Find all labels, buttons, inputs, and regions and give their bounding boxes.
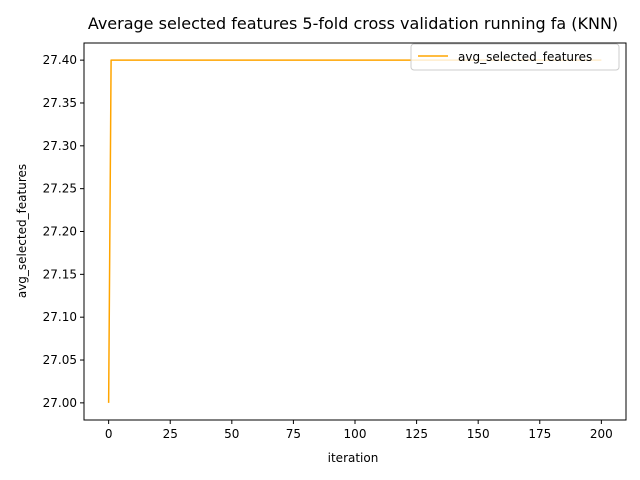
x-tick-label: 150: [467, 427, 490, 441]
y-tick-label: 27.00: [43, 396, 77, 410]
y-tick-label: 27.25: [43, 182, 77, 196]
x-tick-label: 200: [590, 427, 613, 441]
x-tick-label: 75: [286, 427, 301, 441]
x-axis-label: iteration: [328, 451, 379, 465]
x-tick-label: 0: [105, 427, 113, 441]
y-axis: 27.00 27.05 27.10 27.15 27.20 27.25 27.30 27.35…: [43, 53, 84, 410]
x-tick-label: 125: [405, 427, 428, 441]
y-axis-label: avg_selected_features: [15, 164, 29, 298]
chart-title: Average selected features 5-fold cross v…: [88, 14, 618, 33]
legend: avg_selected_features: [410, 43, 620, 71]
legend-box: [410, 43, 620, 71]
y-tick-label: 27.05: [43, 353, 77, 367]
x-tick-label: 25: [163, 427, 178, 441]
y-tick-label: 27.40: [43, 53, 77, 67]
y-tick-label: 27.10: [43, 310, 77, 324]
y-tick-label: 27.35: [43, 96, 77, 110]
axes-frame: [83, 42, 627, 421]
x-tick-label: 100: [344, 427, 367, 441]
x-tick-label: 175: [528, 427, 551, 441]
y-tick-label: 27.15: [43, 267, 77, 281]
y-tick-label: 27.20: [43, 225, 77, 239]
plot-area: 0 25 50 75 100 125 150 175 200 27.0027.0527.1027…: [43, 42, 627, 441]
x-axis: 0 25 50 75 100 125 150 175 200: [105, 420, 613, 441]
y-tick-label: 27.30: [43, 139, 77, 153]
x-tick-label: 50: [224, 427, 239, 441]
legend-entry-label: avg_selected_features: [458, 50, 592, 64]
